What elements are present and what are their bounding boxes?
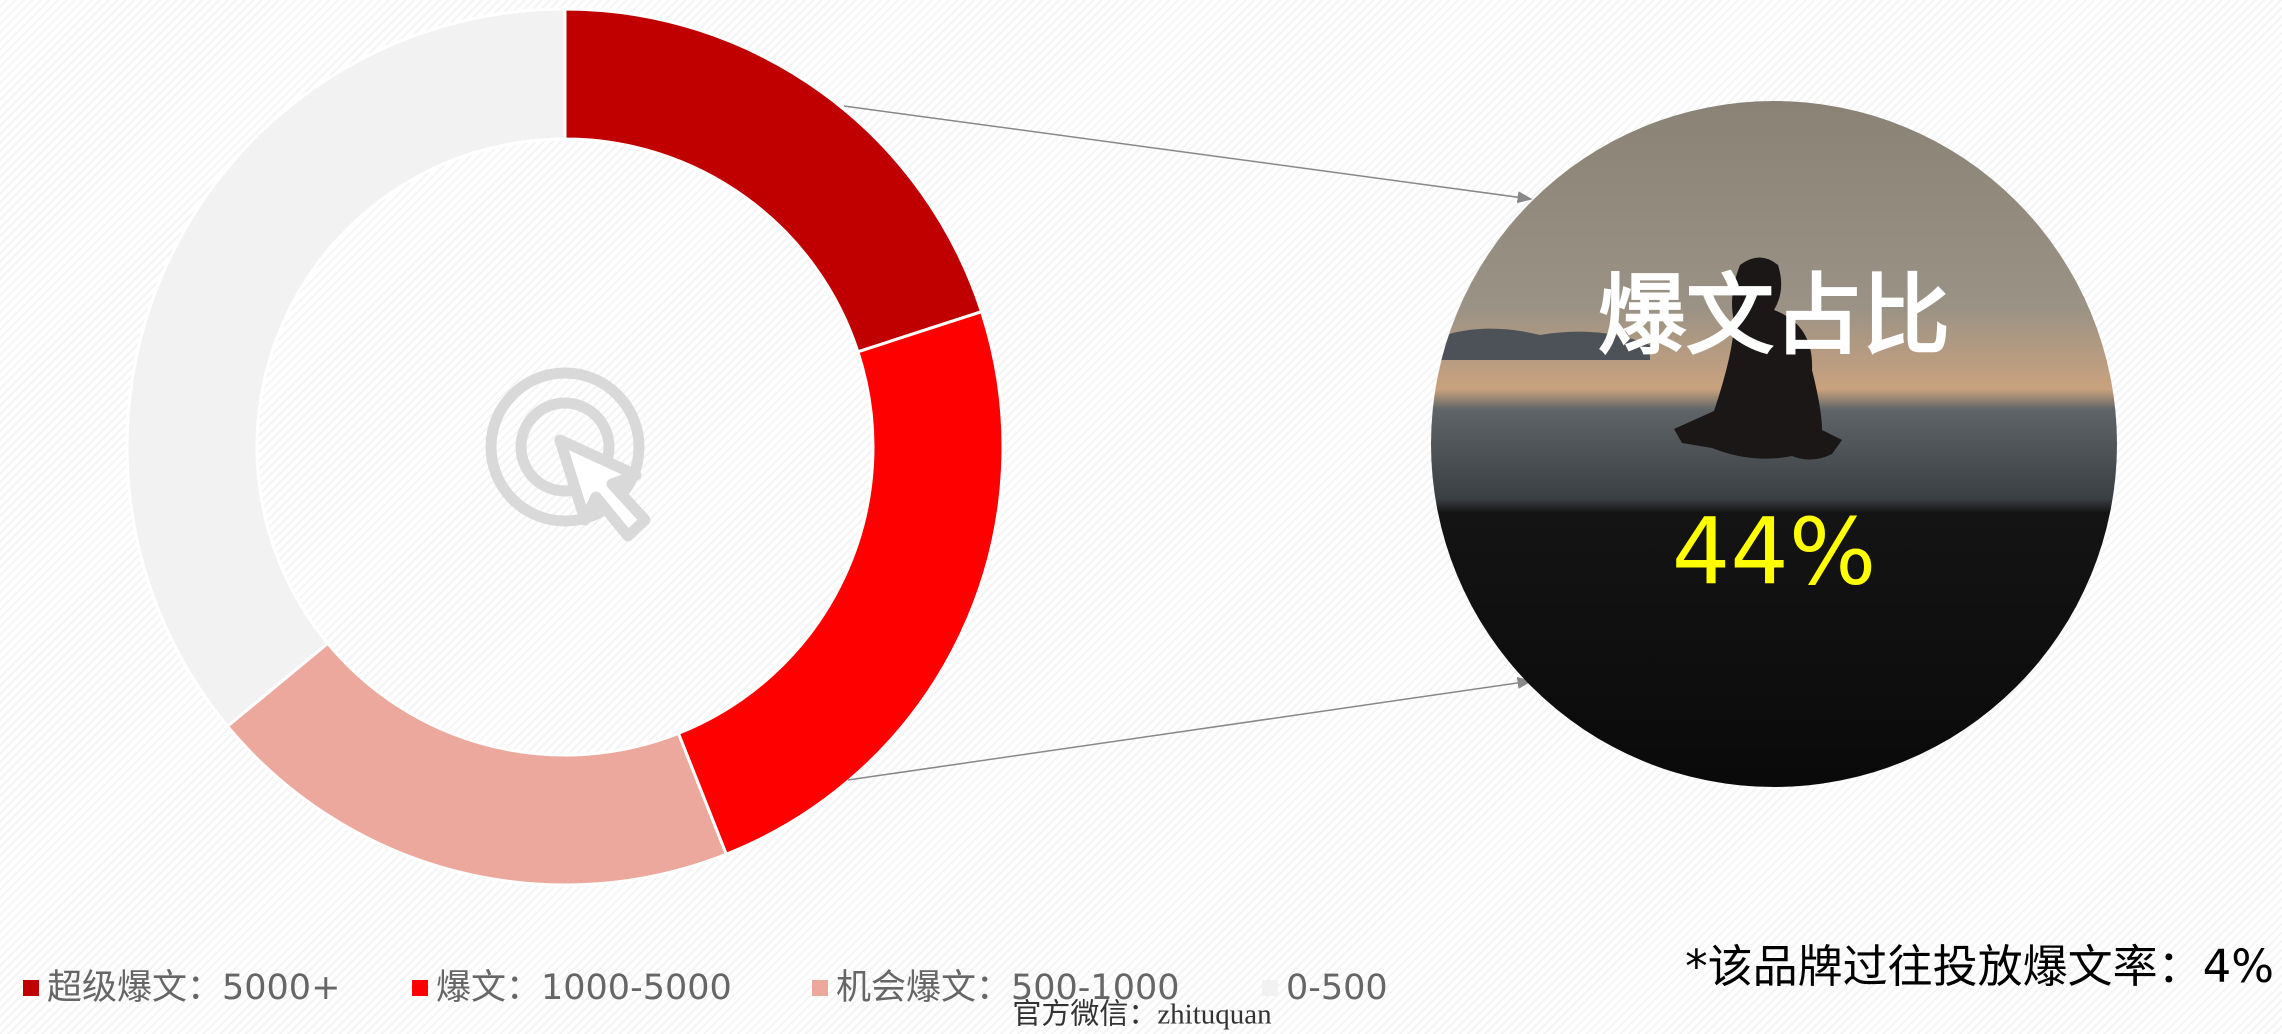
slice (225, 641, 729, 887)
legend-label: 爆文：1000-5000 (436, 968, 732, 1008)
slice (563, 7, 984, 354)
legend-swatch (23, 980, 39, 996)
legend-swatch (812, 980, 828, 996)
callout-title: 爆文占比 (1598, 264, 1950, 367)
donut (125, 7, 1005, 887)
legend-label: 机会爆文：500-1000 (836, 968, 1180, 1008)
arrow (843, 105, 1533, 204)
footnote: *该品牌过往投放爆文率：4% (1685, 940, 2274, 993)
target-icon (485, 367, 651, 542)
legend: 超级爆文：5000+ 爆文：1000-5000 机会爆文：500-1000 0-500 (23, 968, 1388, 1008)
callout-value: 44% (1672, 498, 1876, 605)
photo (1431, 101, 2117, 787)
legend-label: 超级爆文：5000+ (47, 968, 340, 1008)
watermark: 官方微信：zhituquan (1012, 998, 1272, 1031)
legend-swatch (1262, 980, 1278, 996)
slice (125, 7, 567, 729)
legend-label: 0-500 (1286, 968, 1388, 1008)
slice (676, 309, 1005, 857)
legend-swatch (412, 980, 428, 996)
arrow (847, 676, 1533, 781)
